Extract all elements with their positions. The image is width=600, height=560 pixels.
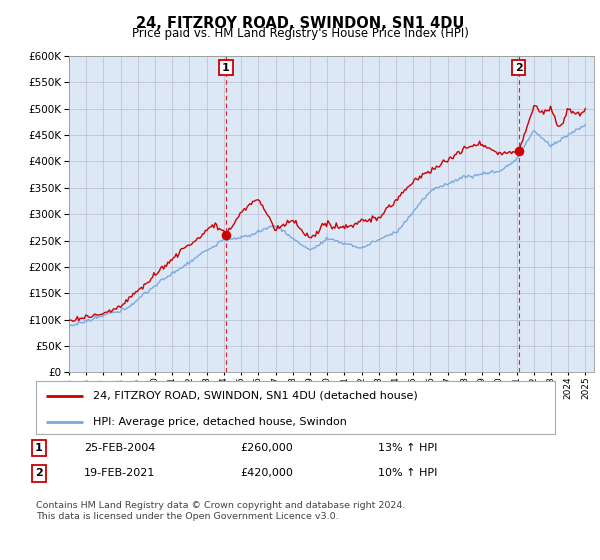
- Text: £260,000: £260,000: [240, 443, 293, 453]
- Text: 13% ↑ HPI: 13% ↑ HPI: [378, 443, 437, 453]
- Text: 25-FEB-2004: 25-FEB-2004: [84, 443, 155, 453]
- Text: 2: 2: [35, 468, 43, 478]
- Point: [514, 147, 523, 156]
- Text: 1: 1: [35, 443, 43, 453]
- Point: [221, 231, 231, 240]
- Text: 10% ↑ HPI: 10% ↑ HPI: [378, 468, 437, 478]
- Text: 2: 2: [515, 63, 523, 73]
- Text: Price paid vs. HM Land Registry's House Price Index (HPI): Price paid vs. HM Land Registry's House …: [131, 27, 469, 40]
- Text: 24, FITZROY ROAD, SWINDON, SN1 4DU: 24, FITZROY ROAD, SWINDON, SN1 4DU: [136, 16, 464, 31]
- Text: Contains HM Land Registry data © Crown copyright and database right 2024.
This d: Contains HM Land Registry data © Crown c…: [36, 501, 406, 521]
- Text: 1: 1: [222, 63, 230, 73]
- Text: 24, FITZROY ROAD, SWINDON, SN1 4DU (detached house): 24, FITZROY ROAD, SWINDON, SN1 4DU (deta…: [93, 391, 418, 401]
- Text: HPI: Average price, detached house, Swindon: HPI: Average price, detached house, Swin…: [93, 417, 347, 427]
- Text: £420,000: £420,000: [240, 468, 293, 478]
- Text: 19-FEB-2021: 19-FEB-2021: [84, 468, 155, 478]
